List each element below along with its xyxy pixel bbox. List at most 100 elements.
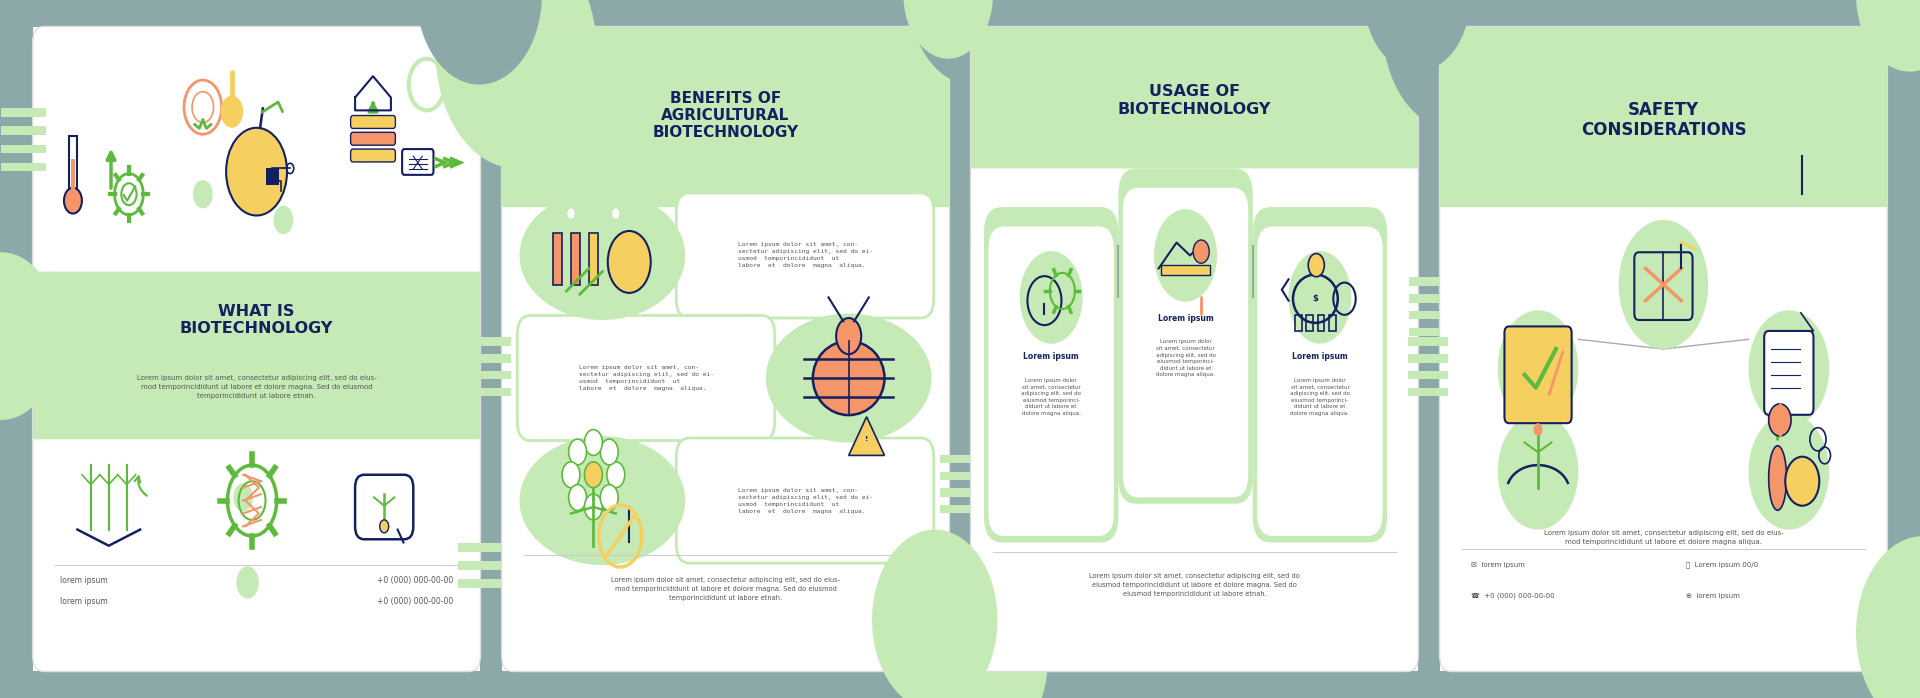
FancyBboxPatch shape (989, 226, 1114, 536)
Circle shape (601, 484, 618, 510)
Circle shape (1382, 0, 1526, 130)
Circle shape (305, 283, 324, 311)
Bar (459, 543, 503, 551)
Bar (941, 472, 981, 480)
Circle shape (0, 252, 60, 420)
Circle shape (601, 439, 618, 465)
Text: Lorem ipsum: Lorem ipsum (1023, 352, 1079, 362)
Bar (1407, 337, 1448, 346)
Bar (1409, 277, 1450, 285)
Circle shape (273, 206, 294, 235)
Bar (1409, 294, 1450, 302)
FancyBboxPatch shape (516, 315, 776, 440)
Circle shape (584, 430, 603, 455)
Circle shape (1308, 253, 1325, 277)
Text: lorem ipsum: lorem ipsum (60, 576, 108, 585)
FancyBboxPatch shape (676, 193, 933, 318)
Circle shape (194, 180, 213, 209)
Text: Lorem ipsum dolor sit amet, con-
sectetur adipiscing elit, sed do ei-
usmod  tem: Lorem ipsum dolor sit amet, con- sectetu… (737, 488, 872, 514)
Circle shape (568, 209, 574, 218)
Circle shape (1018, 249, 1085, 346)
Bar (69, 136, 77, 200)
Bar (459, 561, 503, 570)
Bar (470, 337, 511, 346)
Circle shape (1498, 413, 1578, 530)
Text: Lorem ipsum dolor sit amet, con-
sectetur adipiscing elit, sed do ei-
usmod  tem: Lorem ipsum dolor sit amet, con- sectetu… (578, 365, 714, 391)
FancyBboxPatch shape (351, 133, 396, 145)
Bar (941, 489, 981, 497)
Circle shape (221, 96, 244, 128)
Ellipse shape (520, 436, 685, 565)
Circle shape (568, 439, 586, 465)
Circle shape (1192, 240, 1210, 263)
Ellipse shape (1768, 446, 1788, 510)
Text: Lorem ipsum dolor
sit amet, consectetur
adipiscing elit, sed do
eiusmod temporin: Lorem ipsum dolor sit amet, consectetur … (1021, 378, 1081, 416)
Text: WHAT IS
BIOTECHNOLOGY: WHAT IS BIOTECHNOLOGY (180, 304, 334, 336)
Bar (589, 233, 597, 285)
Text: ✉  lorem ipsum: ✉ lorem ipsum (1471, 562, 1524, 568)
Text: Lorem ipsum dolor sit amet, consectetur adipiscing elit, sed do eius-
mod tempor: Lorem ipsum dolor sit amet, consectetur … (136, 375, 376, 399)
Bar (553, 233, 563, 285)
Bar (1407, 354, 1448, 362)
Bar (470, 371, 511, 379)
Circle shape (910, 0, 1035, 84)
Polygon shape (849, 417, 885, 455)
Bar (2, 126, 46, 135)
FancyBboxPatch shape (1258, 226, 1382, 536)
Bar (470, 354, 511, 362)
Circle shape (584, 462, 603, 488)
Text: +0 (000) 000-00-00: +0 (000) 000-00-00 (378, 597, 453, 607)
Text: +0 (000) 000-00-00: +0 (000) 000-00-00 (378, 576, 453, 585)
Text: USAGE OF
BIOTECHNOLOGY: USAGE OF BIOTECHNOLOGY (1117, 84, 1271, 117)
FancyBboxPatch shape (970, 27, 1419, 671)
FancyBboxPatch shape (1764, 331, 1814, 415)
Bar (1407, 387, 1448, 396)
Text: $: $ (1313, 294, 1319, 303)
Circle shape (924, 568, 1048, 698)
Ellipse shape (766, 313, 931, 443)
Bar (2, 163, 46, 171)
Bar (1317, 315, 1325, 331)
FancyBboxPatch shape (501, 27, 948, 671)
Text: BENEFITS OF
AGRICULTURAL
BIOTECHNOLOGY: BENEFITS OF AGRICULTURAL BIOTECHNOLOGY (653, 91, 799, 140)
Text: !: ! (866, 436, 868, 443)
Circle shape (1768, 404, 1791, 436)
Bar (2, 144, 46, 153)
FancyBboxPatch shape (983, 207, 1117, 542)
FancyBboxPatch shape (33, 272, 480, 439)
Text: ⊕  lorem ipsum: ⊕ lorem ipsum (1686, 593, 1740, 599)
FancyBboxPatch shape (33, 27, 480, 671)
Circle shape (1749, 413, 1830, 530)
Circle shape (436, 0, 597, 168)
Circle shape (232, 483, 253, 512)
Circle shape (612, 209, 620, 218)
FancyBboxPatch shape (1505, 327, 1572, 423)
Bar (2, 108, 46, 117)
Circle shape (1749, 311, 1830, 426)
Bar (459, 579, 503, 588)
Text: ⌖  Lorem ipsum 00/0: ⌖ Lorem ipsum 00/0 (1686, 562, 1759, 568)
Circle shape (835, 318, 862, 354)
Circle shape (236, 566, 259, 599)
FancyBboxPatch shape (501, 27, 948, 207)
Text: Lorem ipsum dolor
sit amet, consectetur
adipiscing elit, sed do
eiusmod temporin: Lorem ipsum dolor sit amet, consectetur … (1290, 378, 1350, 416)
Circle shape (1152, 207, 1219, 304)
Ellipse shape (520, 191, 685, 320)
FancyBboxPatch shape (1123, 188, 1248, 498)
Circle shape (1786, 456, 1820, 506)
Circle shape (417, 0, 541, 84)
FancyBboxPatch shape (676, 438, 933, 563)
Text: Lorem ipsum dolor sit amet, consectetur adipiscing elit, sed do eius-
mod tempor: Lorem ipsum dolor sit amet, consectetur … (611, 577, 841, 601)
Bar (265, 168, 278, 184)
Text: Lorem ipsum dolor sit amet, consectetur adipiscing elit, sed do
eiusmod temporin: Lorem ipsum dolor sit amet, consectetur … (1089, 574, 1300, 597)
Bar (1311, 269, 1323, 275)
Bar (1409, 311, 1450, 319)
Circle shape (1534, 423, 1542, 436)
FancyBboxPatch shape (970, 27, 1419, 168)
Text: Lorem ipsum: Lorem ipsum (1292, 352, 1348, 362)
Circle shape (1286, 249, 1354, 346)
Text: lorem ipsum: lorem ipsum (60, 597, 108, 607)
Bar (1329, 315, 1336, 331)
Circle shape (227, 128, 286, 216)
Text: SAFETY
CONSIDERATIONS: SAFETY CONSIDERATIONS (1580, 101, 1747, 140)
